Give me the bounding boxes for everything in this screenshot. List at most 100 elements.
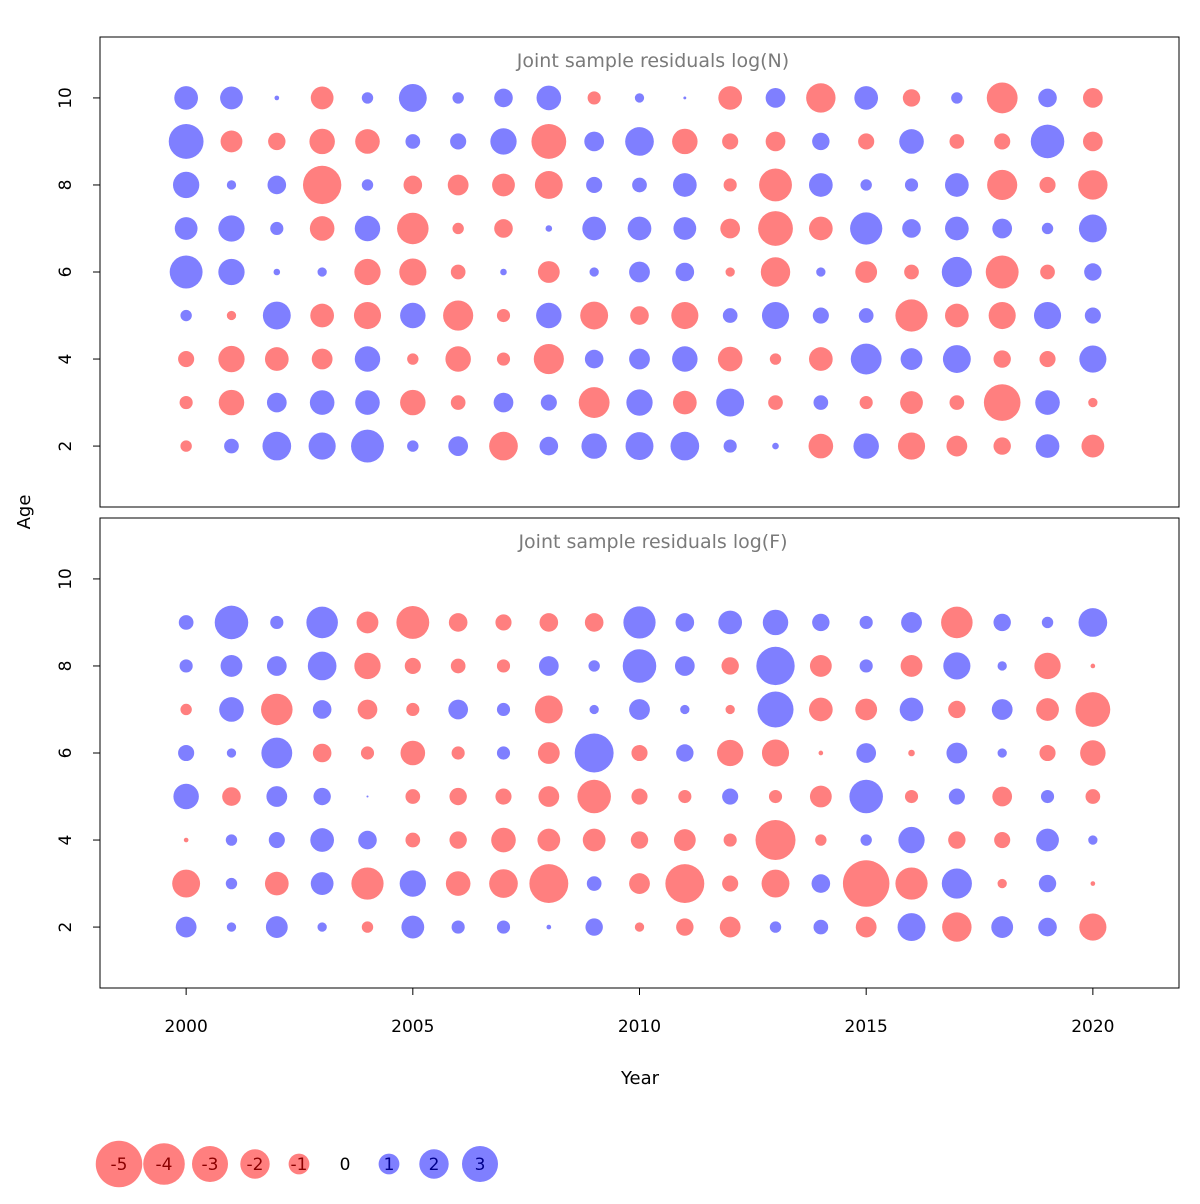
y-axis: 2 4 6 8 10 (56, 568, 100, 932)
residual-bubble (719, 916, 741, 938)
residual-bubble (396, 606, 430, 639)
legend-bubble (419, 1149, 449, 1179)
residual-bubble (312, 700, 332, 719)
residual-bubble (622, 649, 657, 683)
residual-bubble (489, 869, 518, 898)
legend-bubble (288, 1153, 310, 1175)
residual-bubble (540, 394, 557, 411)
residual-bubble (449, 831, 467, 849)
residual-bubble (629, 699, 650, 720)
residual-bubble (898, 826, 925, 854)
residual-bubble (671, 301, 699, 330)
residual-bubble (405, 134, 421, 149)
residual-bubble (175, 916, 197, 938)
residual-bubble (1038, 917, 1057, 937)
residual-bubble (983, 384, 1021, 421)
residual-bubble (1036, 698, 1059, 721)
residual-bubble (545, 225, 553, 232)
residual-bubble (855, 916, 877, 938)
residual-bubble (946, 742, 968, 764)
residual-bubble (672, 128, 698, 155)
residual-bubble (536, 302, 562, 329)
residual-bubble (317, 922, 327, 932)
residual-bubble (310, 86, 334, 110)
bubble-group (172, 605, 1111, 942)
residual-bubble (904, 789, 919, 804)
residual-bubble (174, 86, 198, 110)
residual-bubble (993, 613, 1011, 632)
residual-bubble (1033, 301, 1062, 330)
residual-bubble (587, 91, 601, 105)
residual-bubble (351, 429, 384, 463)
residual-bubble (539, 436, 559, 456)
residual-bubble (949, 395, 965, 410)
residual-bubble (808, 697, 833, 722)
residual-bubble (855, 698, 878, 721)
legend-label: 3 (475, 1155, 486, 1175)
y-axis-title: Age (14, 495, 35, 530)
y-tick-label: 6 (56, 267, 76, 278)
residual-bubble (942, 912, 972, 942)
residual-bubble (306, 606, 338, 639)
residual-bubble (722, 875, 739, 892)
residual-bubble (718, 86, 743, 110)
x-axis-title: Year (620, 1068, 660, 1089)
residual-bubble (405, 789, 421, 804)
residual-bubble (495, 788, 512, 805)
residual-bubble (496, 920, 511, 934)
residual-bubble (670, 431, 700, 461)
residual-bubble (1080, 740, 1106, 766)
residual-bubble (860, 834, 872, 846)
residual-bubble (538, 786, 560, 807)
residual-bubble (756, 646, 795, 686)
residual-bubble (722, 308, 738, 323)
residual-bubble (354, 652, 381, 680)
residual-bubble (447, 174, 469, 196)
x-tick-label: 2010 (618, 1017, 661, 1037)
panel-log-n: Joint sample residuals log(N) 2 4 6 8 10 (56, 36, 1180, 508)
y-tick-label: 2 (56, 922, 76, 933)
residual-bubble (169, 255, 203, 289)
residual-bubble (493, 392, 514, 413)
residual-bubble (183, 837, 189, 843)
residual-bubble (634, 93, 645, 103)
residual-bubble (859, 615, 873, 630)
y-tick-label: 10 (56, 568, 76, 590)
x-tick-label: 2005 (391, 1017, 434, 1037)
residual-bubble (179, 659, 193, 673)
residual-bubble (818, 750, 824, 756)
residual-bubble (178, 615, 194, 630)
residual-bubble (403, 175, 423, 195)
residual-bubble (757, 691, 794, 728)
residual-bubble (351, 867, 384, 900)
residual-bubble (445, 346, 471, 372)
residual-bubble (1078, 608, 1108, 637)
residual-bubble (178, 350, 195, 368)
y-tick-label: 6 (56, 748, 76, 759)
residual-bubble (904, 178, 919, 192)
residual-bubble (407, 440, 419, 452)
legend-label: 2 (429, 1155, 440, 1175)
residual-bubble (761, 301, 790, 330)
residual-bubble (859, 395, 873, 410)
residual-bubble (580, 301, 609, 330)
legend-label: -5 (111, 1155, 128, 1175)
panel-title: Joint sample residuals log(F) (517, 531, 787, 553)
residual-bubble (226, 748, 237, 758)
size-legend: -5 -4 -3 -2 -1 0 1 2 3 (95, 1140, 499, 1188)
residual-bubble (899, 697, 924, 722)
residual-bubble (174, 217, 198, 240)
residual-bubble (942, 345, 971, 373)
residual-bubble (941, 606, 973, 639)
residual-bubble (588, 660, 600, 672)
residual-bubble (266, 392, 287, 413)
residual-bubble (584, 349, 604, 369)
residual-bubble (672, 346, 698, 372)
residual-bubble (222, 787, 241, 806)
residual-bubble (264, 347, 289, 371)
residual-bubble (993, 437, 1011, 455)
residual-bubble (768, 789, 783, 804)
residual-bubble (399, 870, 426, 897)
residual-bubble (634, 922, 645, 932)
residual-bubble (985, 255, 1019, 289)
